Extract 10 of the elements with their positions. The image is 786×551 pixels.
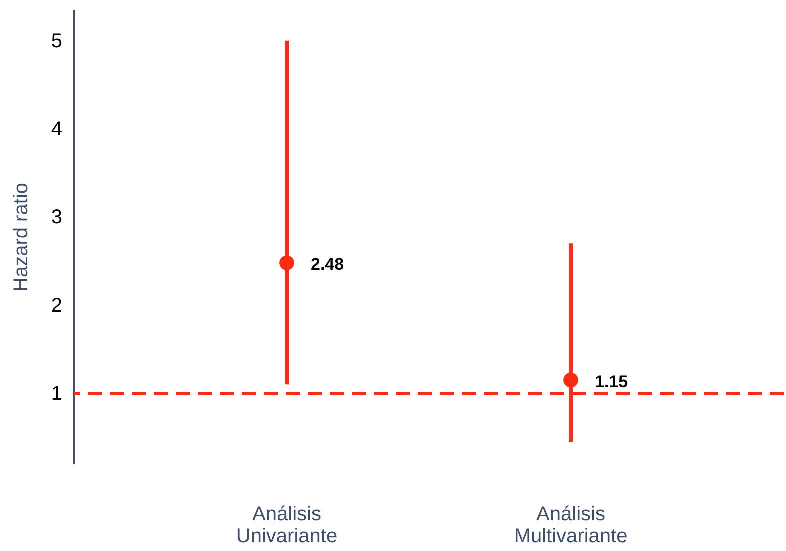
- y-axis-title: Hazard ratio: [10, 183, 32, 292]
- y-tick-label: 3: [51, 206, 62, 229]
- x-tick-label: Análisis Univariante: [236, 504, 338, 548]
- data-label: 1.15: [595, 372, 628, 392]
- y-tick-label: 1: [51, 382, 62, 405]
- data-label: 2.48: [311, 255, 344, 274]
- y-tick-label: 2: [51, 294, 62, 317]
- x-tick-label: Análisis Multivariante: [514, 504, 628, 548]
- y-tick-label: 5: [51, 30, 62, 52]
- y-tick-label: 4: [51, 118, 62, 141]
